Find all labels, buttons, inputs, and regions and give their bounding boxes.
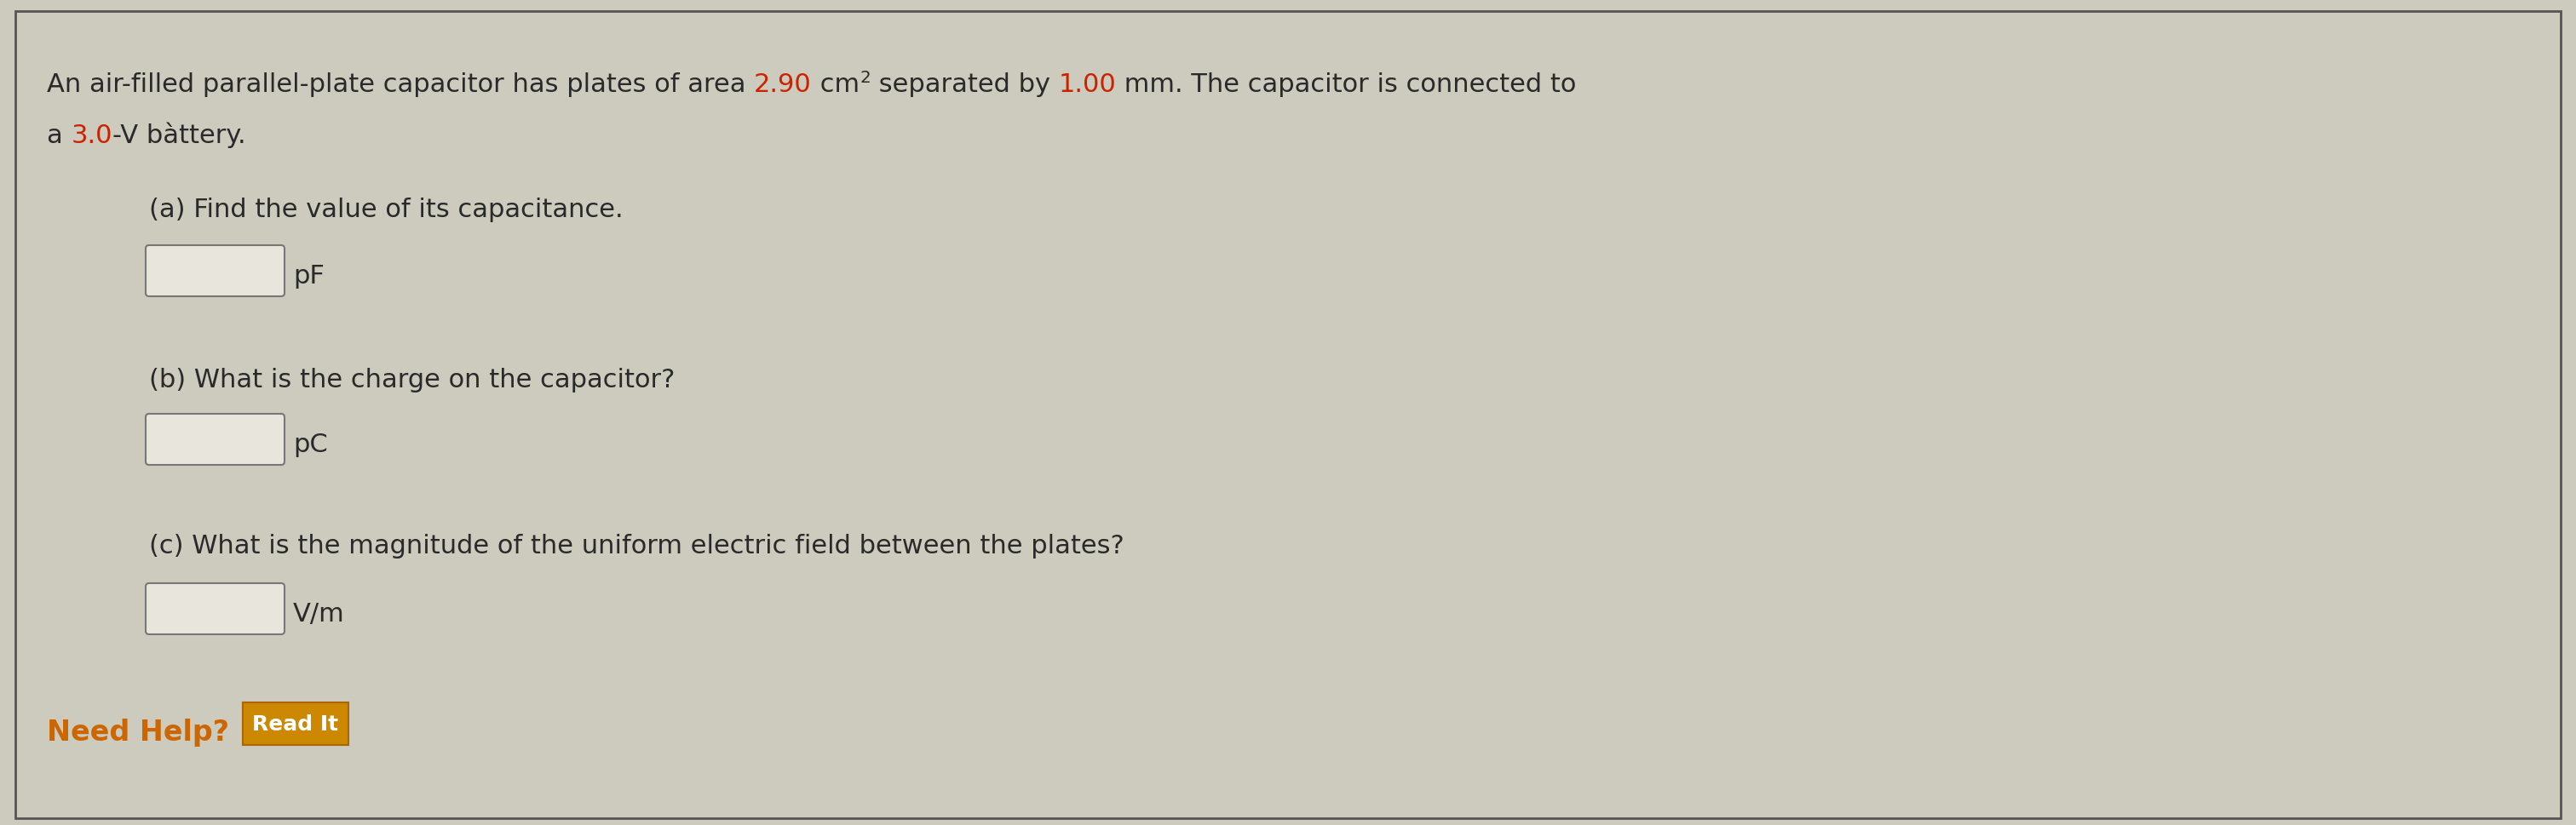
FancyBboxPatch shape	[15, 12, 2561, 818]
Text: (b) What is the charge on the capacitor?: (b) What is the charge on the capacitor?	[149, 367, 675, 392]
FancyBboxPatch shape	[147, 583, 283, 634]
Text: (a) Find the value of its capacitance.: (a) Find the value of its capacitance.	[149, 197, 623, 222]
Text: Need Help?: Need Help?	[46, 718, 229, 746]
Text: 2.90: 2.90	[755, 73, 811, 97]
Text: separated by: separated by	[871, 73, 1059, 97]
Text: mm. The capacitor is connected to: mm. The capacitor is connected to	[1115, 73, 1577, 97]
Text: An air-filled parallel-plate capacitor has plates of area: An air-filled parallel-plate capacitor h…	[46, 73, 755, 97]
FancyBboxPatch shape	[147, 414, 283, 465]
FancyBboxPatch shape	[242, 703, 348, 745]
Text: pC: pC	[294, 432, 327, 457]
FancyBboxPatch shape	[147, 246, 283, 297]
Text: V/m: V/m	[294, 601, 345, 626]
Text: 3.0: 3.0	[72, 123, 113, 148]
Text: cm: cm	[811, 73, 860, 97]
Text: 2: 2	[860, 70, 871, 86]
Text: 1.00: 1.00	[1059, 73, 1115, 97]
Text: pF: pF	[294, 264, 325, 288]
Text: a: a	[46, 123, 72, 148]
Text: -V bàttery.: -V bàttery.	[113, 122, 245, 148]
Text: (c) What is the magnitude of the uniform electric field between the plates?: (c) What is the magnitude of the uniform…	[149, 533, 1123, 558]
Text: Read It: Read It	[252, 714, 337, 734]
